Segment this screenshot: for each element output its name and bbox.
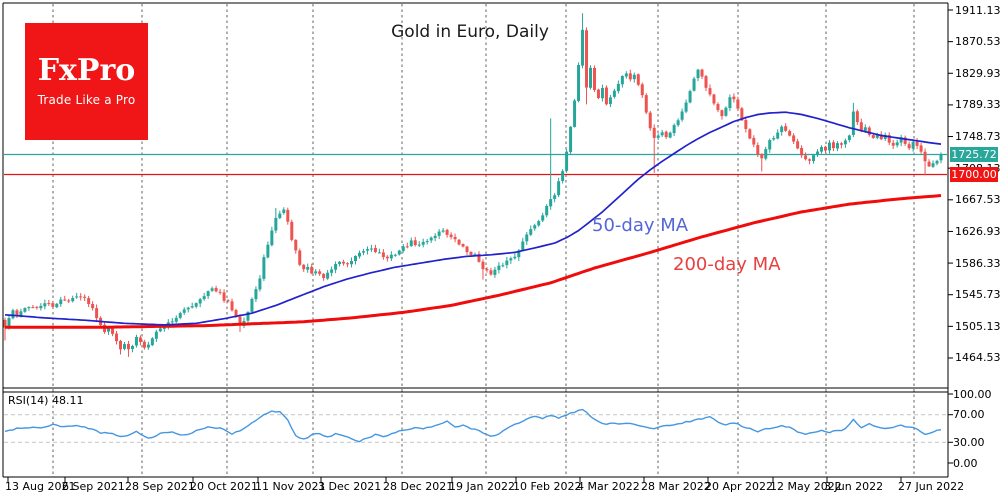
rsi-line	[4, 408, 942, 443]
price-tick-label: 1789.33	[955, 98, 1000, 112]
date-tick-label: 20 Apr 2022	[705, 480, 774, 493]
date-tick-label: 3 Dec 2021	[318, 480, 382, 493]
date-tick-label: 6 Sep 2021	[62, 480, 125, 493]
date-tick-label: 28 Sep 2021	[125, 480, 195, 493]
candlestick-series	[3, 13, 943, 357]
chart-title: Gold in Euro, Daily	[391, 22, 549, 42]
price-tick-label: 1911.13	[955, 3, 1000, 17]
ma200-label: 200-day MA	[673, 254, 781, 275]
price-tick-label: 1626.93	[955, 224, 1000, 238]
date-tick-label: 20 Oct 2021	[190, 480, 259, 493]
ma50-label: 50-day MA	[592, 215, 689, 236]
ma200-line	[5, 194, 942, 329]
rsi-tick-label: 70.00	[953, 408, 985, 422]
price-tick-label: 1586.33	[955, 256, 1000, 270]
rsi-tick-label: 30.00	[953, 435, 985, 449]
date-tick-label: 19 Jan 2022	[449, 480, 515, 493]
price-tick-label: 1829.93	[955, 66, 1000, 80]
date-tick-label: 28 Mar 2022	[641, 480, 711, 493]
rsi-tick-label: 100.00	[953, 387, 992, 401]
date-tick-label: 13 Aug 2021	[5, 480, 76, 493]
date-tick-label: 28 Dec 2021	[383, 480, 454, 493]
date-tick-label: 12 May 2022	[770, 480, 842, 493]
date-tick-label: 3 Jun 2022	[824, 480, 884, 493]
price-tick-label: 1505.13	[955, 319, 1000, 333]
price-tick-label: 1464.53	[955, 351, 1000, 365]
price-tick-label: 1545.73	[955, 288, 1000, 302]
fxpro-brand-text: FxPro	[37, 53, 136, 88]
rsi-indicator-label: RSI(14) 48.11	[8, 394, 84, 407]
price-tick-label: 1748.73	[955, 130, 1000, 144]
price-tick-label: 1667.53	[955, 193, 1000, 207]
rsi-tick-label: 0.00	[953, 456, 978, 470]
current-price-badge: 1725.72	[950, 147, 998, 162]
date-tick-label: 10 Feb 2022	[513, 480, 582, 493]
date-tick-label: 4 Mar 2022	[577, 480, 640, 493]
level-price-badge: 1700.00	[950, 167, 998, 182]
date-tick-label: 27 Jun 2022	[898, 480, 965, 493]
date-tick-label: 11 Nov 2021	[255, 480, 326, 493]
price-tick-label: 1870.53	[955, 35, 1000, 49]
fxpro-logo: FxPro Trade Like a Pro	[25, 23, 148, 140]
ma50-line	[4, 111, 942, 326]
fxpro-tagline: Trade Like a Pro	[37, 93, 136, 107]
